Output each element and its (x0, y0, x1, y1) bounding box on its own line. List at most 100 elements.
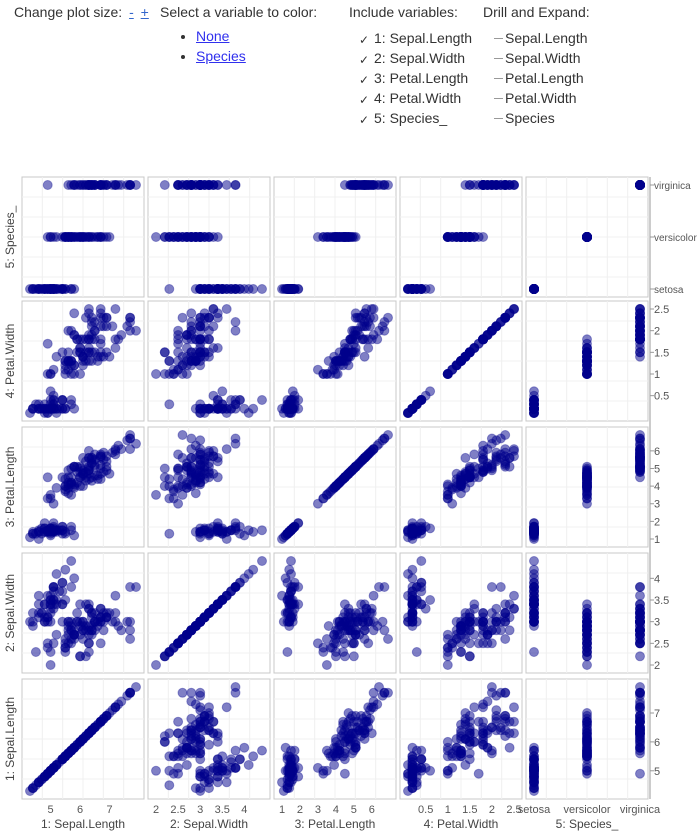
data-point (282, 647, 293, 657)
data-point (582, 660, 592, 670)
data-point (318, 647, 329, 657)
checkbox-petal-width[interactable]: ✓ (359, 93, 370, 107)
checkbox-petal-length[interactable]: ✓ (359, 73, 370, 87)
data-point (159, 463, 170, 474)
data-point (66, 582, 77, 592)
data-point (159, 736, 170, 747)
data-point (407, 284, 418, 294)
drill-item-petal-width[interactable]: Petal.Width (483, 88, 590, 108)
data-point (42, 638, 53, 649)
drill-item-sepal-width[interactable]: Sepal.Width (483, 48, 590, 68)
data-point (529, 586, 539, 597)
data-point (164, 369, 175, 379)
data-point (361, 716, 372, 727)
data-point (66, 232, 77, 242)
data-point (356, 312, 367, 323)
data-point (66, 479, 77, 490)
data-point (173, 472, 184, 483)
data-point (257, 556, 267, 566)
data-point (125, 625, 136, 636)
data-point (248, 751, 259, 762)
data-point (72, 739, 83, 750)
include-label-sepal-length: 1: Sepal.Length (374, 29, 473, 46)
include-row: ✓ 3: Petal.Length (349, 68, 472, 88)
data-point (529, 386, 539, 397)
drill-label: Sepal.Width (505, 49, 581, 66)
bottom-tick-label: 0.5 (418, 804, 433, 816)
data-point (60, 564, 71, 575)
data-point (284, 616, 295, 627)
y-axis-title: 5: Species_ (3, 205, 17, 268)
checkbox-sepal-width[interactable]: ✓ (359, 53, 370, 67)
data-point (226, 757, 237, 768)
drill-item-petal-length[interactable]: Petal.Length (483, 68, 590, 88)
data-point (460, 634, 471, 644)
data-point (284, 765, 295, 776)
data-point (195, 325, 206, 336)
data-point (248, 564, 259, 575)
data-point (95, 347, 106, 358)
data-point (60, 369, 71, 379)
data-point (110, 590, 121, 601)
data-point (447, 762, 458, 773)
data-point (500, 608, 511, 618)
data-point (80, 232, 91, 242)
right-tick-label: virginica (654, 181, 691, 192)
x-axis-title: 5: Species_ (556, 817, 619, 831)
data-point (181, 330, 192, 340)
data-point (230, 438, 241, 449)
color-option-species[interactable]: Species (196, 48, 246, 64)
drill-label: Sepal.Length (505, 29, 588, 46)
data-point (500, 430, 511, 440)
data-point (42, 472, 53, 483)
checkbox-species[interactable]: ✓ (359, 113, 370, 127)
data-point (45, 526, 56, 537)
data-point (500, 716, 511, 727)
include-label-sepal-width: 2: Sepal.Width (374, 49, 466, 66)
enlarge-plot-link[interactable]: + (140, 4, 149, 20)
data-point (332, 232, 343, 242)
data-point (482, 638, 493, 649)
data-point (635, 304, 645, 314)
panel-r4-c2 (147, 552, 271, 674)
data-point (95, 603, 106, 614)
data-point (312, 638, 323, 649)
data-point (582, 647, 592, 657)
bottom-tick-label: 1 (445, 804, 451, 816)
data-point (173, 716, 184, 727)
data-point (221, 590, 232, 601)
data-point (460, 180, 471, 190)
data-point (456, 232, 466, 242)
bottom-tick-label: 5 (351, 804, 357, 816)
data-point (159, 347, 170, 358)
data-point (356, 599, 367, 610)
data-point (208, 765, 219, 776)
data-point (164, 493, 175, 504)
x-axis-title: 4: Petal.Width (424, 817, 499, 831)
data-point (478, 461, 489, 472)
right-tick-label: 1 (654, 369, 660, 381)
color-option-none[interactable]: None (196, 28, 230, 44)
data-point (72, 616, 83, 627)
data-point (27, 616, 38, 627)
data-point (635, 325, 645, 336)
drill-item-species[interactable]: Species (483, 108, 590, 128)
data-point (257, 395, 267, 405)
data-point (151, 232, 161, 242)
data-point (284, 526, 295, 537)
data-point (635, 638, 645, 649)
data-point (407, 765, 418, 776)
data-point (110, 304, 121, 314)
data-point (332, 625, 343, 636)
data-point (504, 625, 515, 636)
data-point (504, 742, 515, 753)
checkbox-sepal-length[interactable]: ✓ (359, 33, 370, 47)
drill-item-sepal-length[interactable]: Sepal.Length (483, 28, 590, 48)
data-point (116, 625, 127, 636)
panel-r5-c5 (525, 678, 649, 800)
shrink-plot-link[interactable]: - (129, 4, 134, 20)
data-point (33, 526, 44, 537)
data-point (195, 783, 206, 794)
data-point (407, 526, 418, 537)
data-point (78, 351, 88, 362)
